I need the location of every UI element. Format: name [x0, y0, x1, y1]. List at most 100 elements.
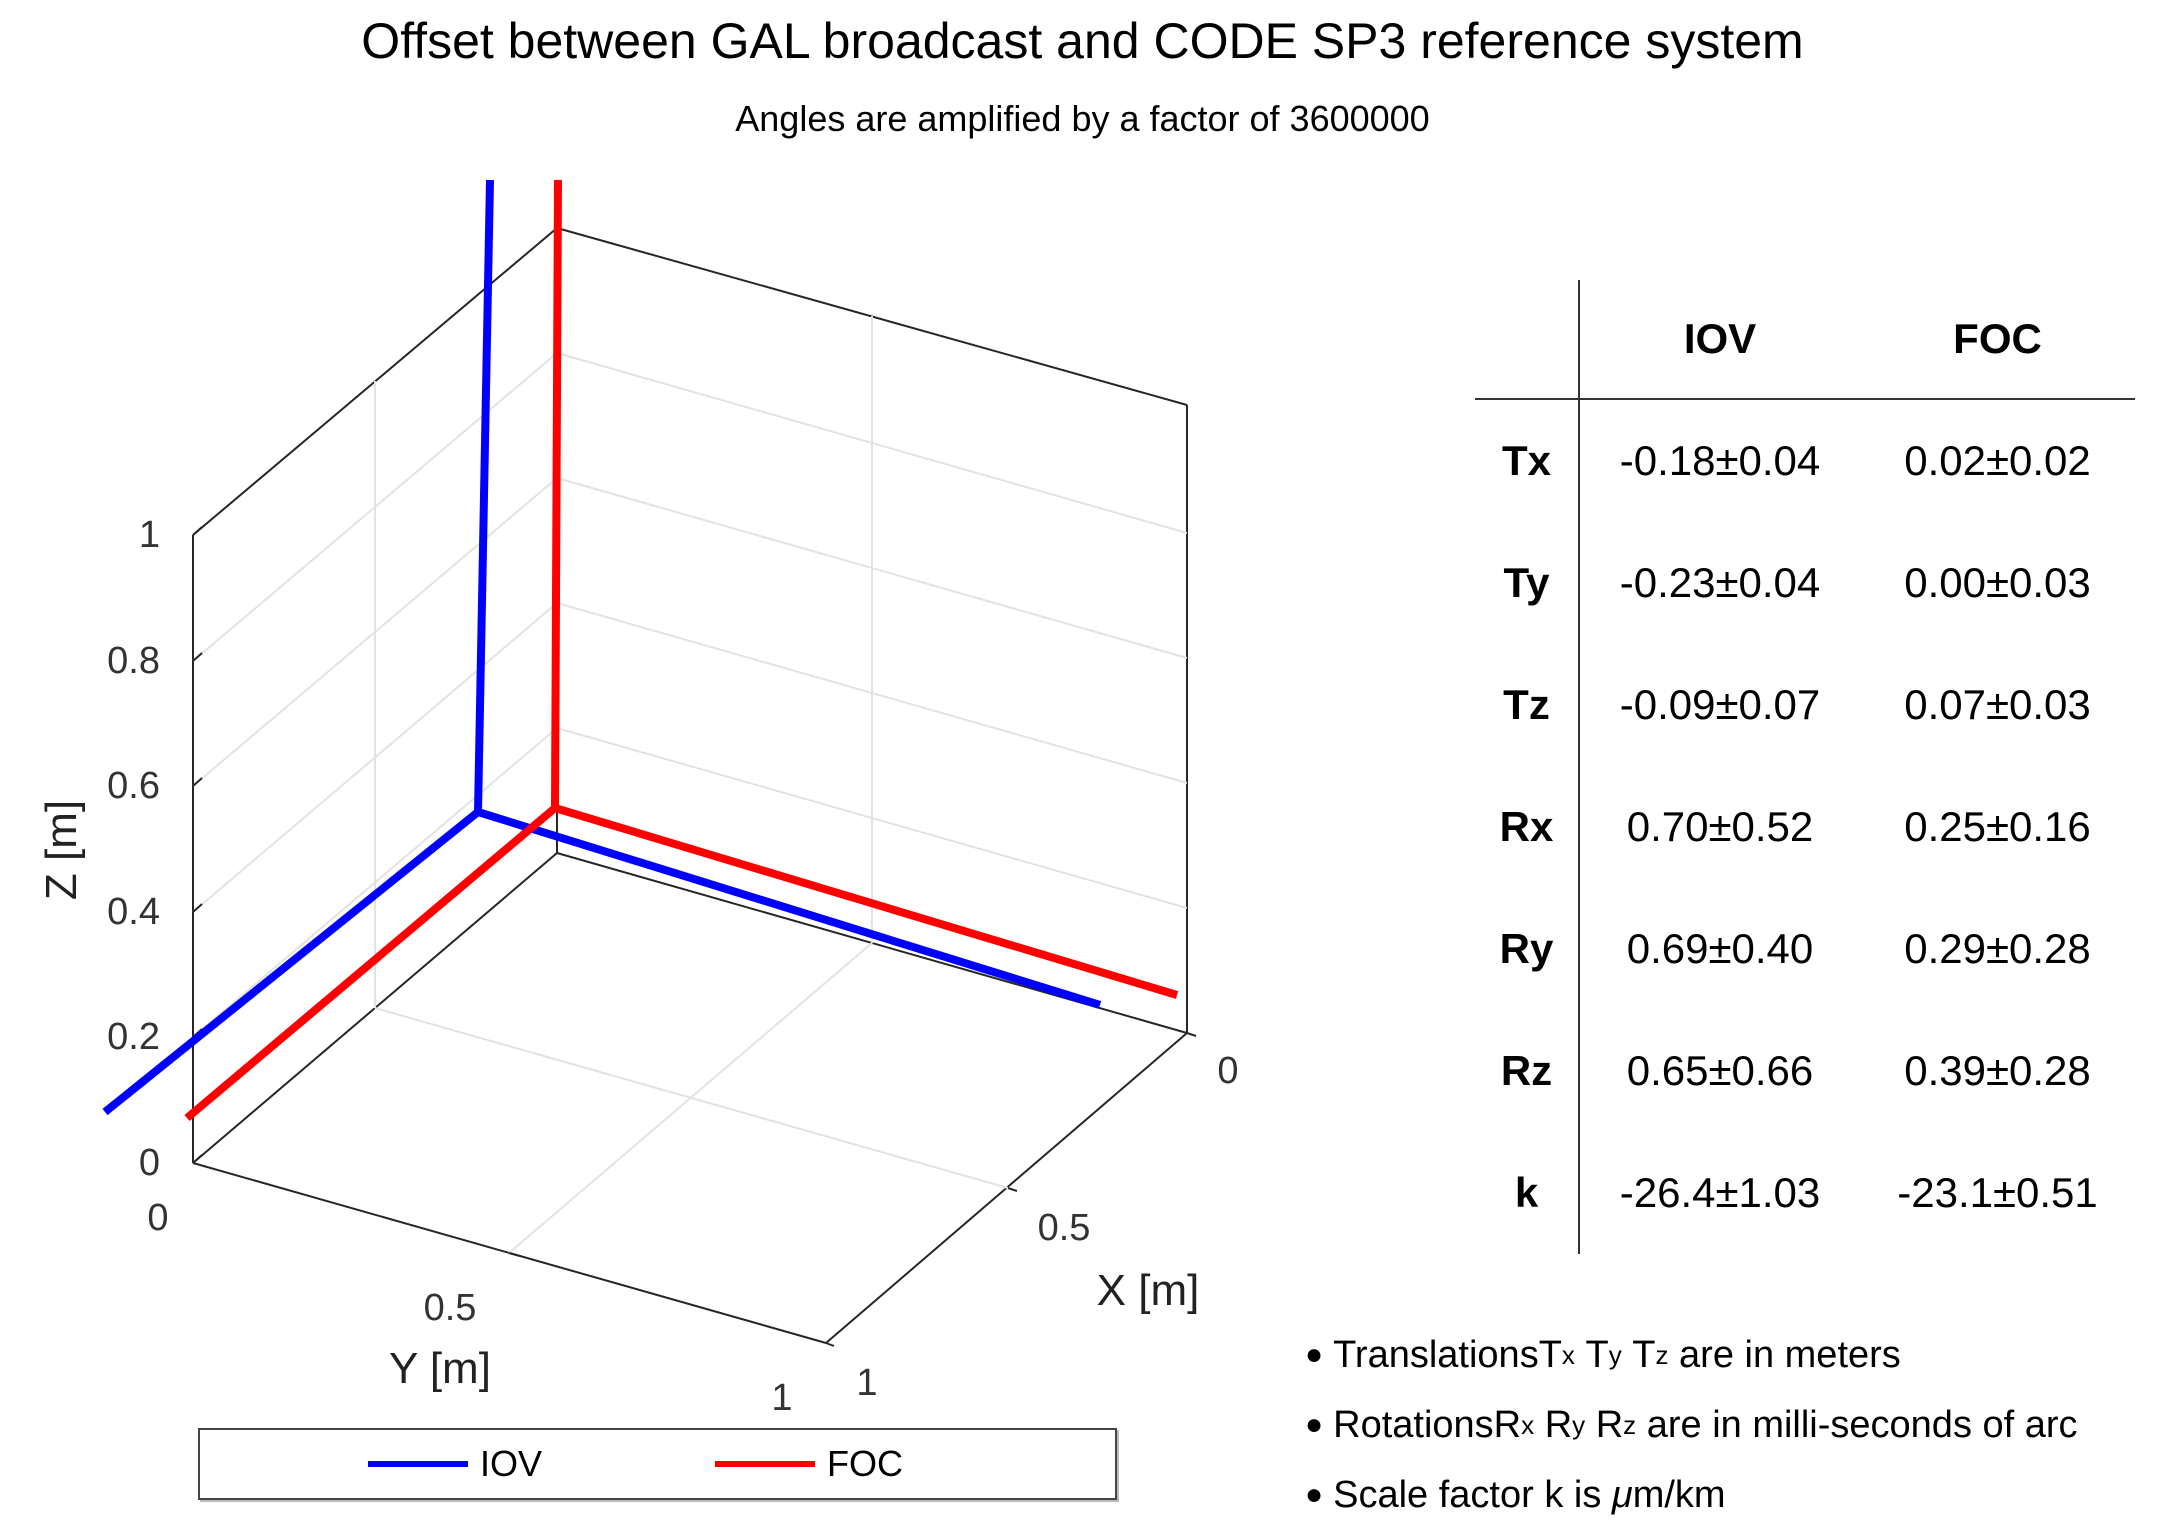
plot-area: 1 0.8 0.6 0.4 0.2 0 0 0.5 1 0 0.5 1 Z [m…: [37, 179, 1239, 1419]
grid-line: [192, 352, 558, 662]
x-tick-label: 1: [856, 1362, 877, 1404]
cell-foc: 0.25±0.16: [1904, 803, 2091, 850]
iov-horizontal-axes: [102, 807, 1102, 1116]
y-tick-label: 0.5: [424, 1287, 477, 1329]
legend: IOV FOC: [198, 1428, 1117, 1500]
legend-item-iov: IOV: [368, 1440, 542, 1488]
row-label: Ry: [1475, 888, 1580, 1010]
x-tick: [1007, 1187, 1018, 1192]
z-tick-label: 0.6: [107, 765, 160, 807]
z-tick-label: 1: [139, 514, 160, 556]
chart-title: Offset between GAL broadcast and CODE SP…: [361, 13, 1804, 69]
legend-swatch-foc: [715, 1461, 815, 1467]
note-symbol: R: [1544, 1403, 1573, 1446]
z-tick: [192, 652, 203, 662]
x-tick-label: 0.5: [1038, 1207, 1091, 1249]
y-tick-label: 0: [147, 1197, 168, 1239]
legend-swatch-iov: [368, 1461, 468, 1467]
cell-foc: 0.00±0.03: [1904, 559, 2091, 606]
note-text: Translations: [1333, 1333, 1539, 1376]
note-text: Scale factor k is: [1333, 1473, 1612, 1516]
y-tick: [825, 1342, 835, 1347]
table-row: Rx 0.70±0.52 0.25±0.16: [1475, 766, 2135, 888]
foc-horizontal-axes: [184, 803, 1179, 1122]
row-label: Tz: [1475, 644, 1580, 766]
table-row: Tx -0.18±0.04 0.02±0.02: [1475, 399, 2135, 522]
table-corner: [1475, 280, 1580, 400]
grid-line: [508, 942, 873, 1254]
cell-iov: 0.69±0.40: [1626, 925, 1814, 972]
grid-line: [556, 602, 1188, 784]
note-symbol: R: [1493, 1403, 1522, 1446]
bullet-icon: ●: [1305, 1338, 1324, 1371]
note-subscript: x: [1521, 1409, 1535, 1440]
row-label: Rx: [1475, 766, 1580, 888]
tick-marks: [192, 526, 1197, 1347]
note-symbol: R: [1595, 1403, 1624, 1446]
table-row: Rz 0.65±0.66 0.39±0.28: [1475, 1010, 2135, 1132]
foc-z-axis: [551, 179, 562, 809]
cell-iov: -0.09±0.07: [1619, 681, 1821, 728]
note-text: m/km: [1632, 1473, 1726, 1516]
note-subscript: y: [1572, 1409, 1586, 1440]
row-label: Tx: [1475, 399, 1580, 522]
cell-iov: -0.23±0.04: [1619, 559, 1821, 606]
iov-z-axis: [474, 179, 494, 813]
note-scale: ● Scale factor k is μ m/km: [1305, 1460, 2078, 1530]
column-header-iov: IOV: [1579, 280, 1860, 400]
bullet-icon: ●: [1305, 1478, 1324, 1511]
note-text: are in meters: [1668, 1333, 1901, 1376]
z-tick-label: 0.4: [107, 891, 160, 933]
note-symbol: T: [1632, 1333, 1656, 1376]
grid: [192, 316, 1188, 1254]
grid-line: [192, 602, 558, 913]
note-subscript: y: [1608, 1339, 1622, 1370]
z-tick-label: 0: [139, 1142, 160, 1184]
parameter-table: IOV FOC Tx -0.18±0.04 0.02±0.02 Ty -0.23…: [1475, 280, 2135, 1254]
table-row: Tz -0.09±0.07 0.07±0.03: [1475, 644, 2135, 766]
table-row: Ty -0.23±0.04 0.00±0.03: [1475, 522, 2135, 644]
note-subscript: z: [1623, 1409, 1637, 1440]
y-tick: [508, 1252, 521, 1257]
row-label: k: [1475, 1132, 1580, 1254]
legend-item-foc: FOC: [715, 1440, 903, 1488]
note-text: are in milli-seconds of arc: [1636, 1403, 2078, 1446]
bullet-icon: ●: [1305, 1408, 1324, 1441]
legend-label-iov: IOV: [480, 1443, 543, 1484]
z-tick: [192, 526, 203, 536]
row-label: Rz: [1475, 1010, 1580, 1132]
cell-foc: 0.29±0.28: [1904, 925, 2091, 972]
grid-line: [556, 727, 1188, 909]
table-row: k -26.4±1.03 -23.1±0.51: [1475, 1132, 2135, 1254]
note-text: Rotations: [1333, 1403, 1494, 1446]
note-subscript: x: [1561, 1339, 1575, 1370]
note-symbol: T: [1538, 1333, 1562, 1376]
grid-line: [192, 727, 558, 1038]
grid-line: [556, 352, 1188, 534]
chart-subtitle: Angles are amplified by a factor of 3600…: [735, 98, 1430, 139]
note-symbol: μ: [1611, 1473, 1633, 1516]
table-row: Ry 0.69±0.40 0.29±0.28: [1475, 888, 2135, 1010]
cell-foc: 0.02±0.02: [1904, 437, 2091, 484]
z-tick: [192, 1154, 203, 1164]
cell-iov: -26.4±1.03: [1619, 1169, 1821, 1216]
cell-iov: -0.18±0.04: [1619, 437, 1821, 484]
cell-iov: 0.65±0.66: [1626, 1047, 1814, 1094]
x-axis-label: X [m]: [1097, 1266, 1200, 1315]
cell-foc: -23.1±0.51: [1897, 1169, 2098, 1216]
note-symbol: T: [1585, 1333, 1609, 1376]
z-tick-label: 0.8: [107, 640, 160, 682]
z-tick: [192, 777, 203, 787]
z-tick: [192, 903, 203, 913]
note-subscript: z: [1655, 1339, 1669, 1370]
legend-label-foc: FOC: [827, 1443, 903, 1484]
grid-line: [192, 477, 558, 787]
y-tick-label: 1: [771, 1377, 792, 1419]
z-tick-label: 0.2: [107, 1016, 160, 1058]
table-header-row: IOV FOC: [1475, 280, 2135, 400]
column-header-foc: FOC: [1860, 280, 2135, 400]
cell-foc: 0.07±0.03: [1904, 681, 2091, 728]
z-axis-label: Z [m]: [37, 800, 86, 900]
